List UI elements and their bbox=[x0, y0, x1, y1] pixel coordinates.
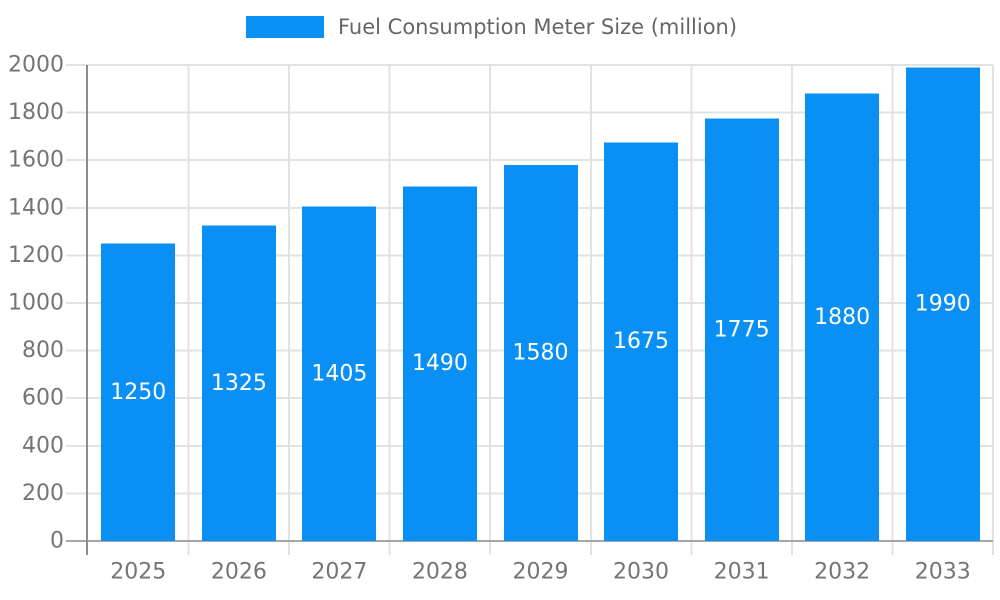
y-axis-tick-label: 1400 bbox=[8, 195, 64, 220]
x-axis-tick-label: 2025 bbox=[110, 560, 166, 585]
bar-2031[interactable] bbox=[705, 118, 779, 542]
y-axis-tick-label: 200 bbox=[22, 481, 64, 506]
bar-value-label: 1250 bbox=[110, 380, 166, 405]
bar-value-label: 1880 bbox=[814, 305, 870, 330]
bar-value-label: 1990 bbox=[915, 292, 971, 317]
legend-item[interactable]: Fuel Consumption Meter Size (million) bbox=[246, 15, 737, 39]
bar-value-label: 1580 bbox=[513, 340, 569, 365]
x-axis-tick-label: 2033 bbox=[915, 560, 971, 585]
x-axis-tick-label: 2028 bbox=[412, 560, 468, 585]
y-axis-tick-label: 1200 bbox=[8, 243, 64, 268]
y-axis-tick-label: 2000 bbox=[8, 53, 64, 78]
y-axis-tick-label: 600 bbox=[22, 386, 64, 411]
bar-2027[interactable] bbox=[302, 206, 376, 542]
bar-value-label: 1675 bbox=[613, 329, 669, 354]
x-axis-tick-label: 2030 bbox=[613, 560, 669, 585]
bar-value-label: 1325 bbox=[211, 371, 267, 396]
bar-2033[interactable] bbox=[906, 67, 980, 541]
x-axis-tick-label: 2026 bbox=[211, 560, 267, 585]
legend-label: Fuel Consumption Meter Size (million) bbox=[338, 15, 738, 39]
bar-value-label: 1775 bbox=[714, 317, 770, 342]
y-axis-tick-label: 1000 bbox=[8, 291, 64, 316]
x-axis-tick-label: 2031 bbox=[714, 560, 770, 585]
bar-2032[interactable] bbox=[805, 93, 879, 541]
bar-2026[interactable] bbox=[202, 225, 276, 541]
bar-2028[interactable] bbox=[403, 186, 477, 541]
bar-value-label: 1405 bbox=[311, 361, 367, 386]
y-axis-tick-label: 400 bbox=[22, 433, 64, 458]
bar-2030[interactable] bbox=[604, 142, 678, 541]
bar-2025[interactable] bbox=[101, 243, 175, 542]
y-axis-tick-label: 1600 bbox=[8, 148, 64, 173]
x-axis-tick-label: 2029 bbox=[513, 560, 569, 585]
y-axis-tick-label: 0 bbox=[50, 529, 64, 554]
y-axis-tick-label: 1800 bbox=[8, 100, 64, 125]
x-axis-tick-label: 2027 bbox=[311, 560, 367, 585]
y-axis-tick-label: 800 bbox=[22, 338, 64, 363]
bar-value-label: 1490 bbox=[412, 351, 468, 376]
x-axis-tick-label: 2032 bbox=[814, 560, 870, 585]
bar-2029[interactable] bbox=[504, 164, 578, 541]
legend-color-swatch bbox=[246, 16, 324, 38]
